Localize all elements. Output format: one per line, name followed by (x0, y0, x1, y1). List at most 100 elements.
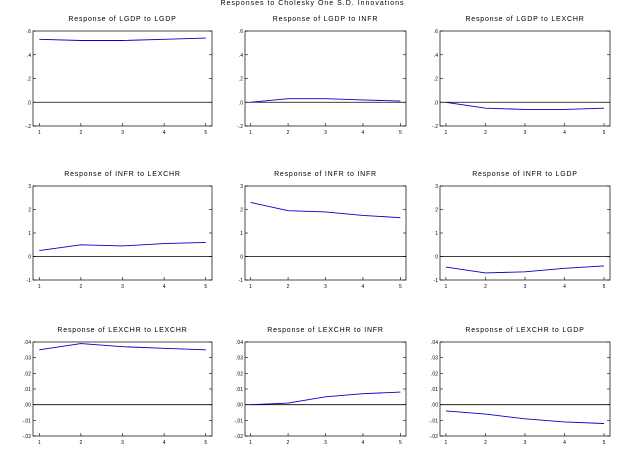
y-tick-label: -.02 (234, 434, 243, 440)
y-tick-label: .2 (27, 77, 31, 83)
panel-title: Response of LEXCHR to LGDP (465, 327, 584, 334)
y-tick-label: .02 (431, 371, 438, 377)
panel-4: Response of INFR to LEXCHR -1 0 1 2 3 1 2 3 4 5 (27, 171, 213, 290)
y-tick-label: .02 (236, 371, 243, 377)
y-tick-label: .4 (434, 53, 438, 59)
y-tick-label: 2 (240, 208, 243, 214)
panel-7: Response of LEXCHR to LEXCHR -.02 -.01 .00.… (22, 327, 213, 446)
x-tick-label: 5 (399, 284, 402, 290)
x-tick-label: 1 (38, 130, 41, 136)
y-tick-label: .01 (24, 387, 31, 393)
x-tick-label: 3 (524, 440, 527, 446)
x-tick-label: 4 (362, 130, 365, 136)
y-tick-label: 0 (435, 255, 438, 261)
series-line-1 (250, 98, 401, 103)
plot-frame (32, 341, 213, 437)
y-tick-label: .0 (434, 100, 438, 106)
y-tick-label: -.2 (432, 124, 438, 130)
panel-title: Response of LEXCHR to LEXCHR (57, 327, 187, 334)
y-tick-label: .0 (27, 100, 31, 106)
plot-frame (439, 341, 611, 437)
series-line-1 (250, 391, 401, 406)
x-tick-label: 5 (603, 440, 606, 446)
x-tick-label: 4 (163, 440, 166, 446)
y-tick-label: .04 (431, 340, 438, 346)
x-tick-label: 3 (121, 440, 124, 446)
y-tick-label: 0 (240, 255, 243, 261)
y-tick-label: .03 (24, 356, 31, 362)
y-tick-label: 3 (240, 184, 243, 190)
x-tick-label: 4 (563, 440, 566, 446)
x-tick-label: 4 (362, 284, 365, 290)
panel-title: Response of LGDP to INFR (273, 16, 378, 23)
x-tick-label: 4 (362, 440, 365, 446)
y-tick-label: .2 (239, 77, 243, 83)
y-tick-label: 3 (28, 184, 31, 190)
x-tick-label: 2 (287, 440, 290, 446)
x-tick-label: 5 (399, 440, 402, 446)
x-tick-label: 2 (79, 440, 82, 446)
y-tick-label: -1 (27, 278, 32, 284)
panel-9: Response of LEXCHR to LGDP -.02 -.01 .00 .01… (429, 327, 611, 446)
figure-title: Responses to Cholesky One S.D. Innovatio… (220, 0, 405, 7)
series-line-1 (445, 101, 605, 110)
x-tick-label: 2 (484, 284, 487, 290)
plot-frame (32, 30, 213, 127)
x-tick-label: 1 (445, 130, 448, 136)
y-tick-label: .00 (236, 403, 243, 409)
y-tick-label: .03 (431, 356, 438, 362)
y-tick-label: .01 (431, 387, 438, 393)
plot-frame (244, 185, 407, 281)
series-line-1 (39, 241, 206, 252)
x-tick-label: 1 (249, 440, 252, 446)
plot-frame (244, 341, 407, 437)
x-tick-label: 1 (445, 284, 448, 290)
y-tick-label: 0 (28, 255, 31, 261)
x-tick-label: 5 (204, 440, 207, 446)
x-tick-label: 2 (484, 440, 487, 446)
series-line-1 (39, 37, 206, 41)
plot-frame (439, 30, 611, 127)
y-tick-label: -.02 (22, 434, 31, 440)
series-line-1 (39, 343, 206, 351)
x-tick-label: 4 (563, 284, 566, 290)
x-tick-label: 2 (79, 284, 82, 290)
panel-8: Response of LEXCHR to INFR -.02 -.01 .00 .01… (234, 327, 407, 446)
x-tick-label: 3 (121, 130, 124, 136)
x-tick-label: 1 (445, 440, 448, 446)
panel-1: Response of LGDP to LGDP -.2 .0 .2 .4 .6 1 2 3 4 5 (25, 16, 213, 136)
x-tick-label: 3 (524, 284, 527, 290)
y-tick-label: 2 (28, 208, 31, 214)
plot-frame (439, 185, 611, 281)
x-tick-label: 2 (287, 130, 290, 136)
y-tick-label: .4 (27, 53, 31, 59)
panel-title: Response of INFR to INFR (274, 171, 377, 178)
y-tick-label: 3 (435, 184, 438, 190)
panel-title: Response of INFR to LGDP (472, 171, 578, 178)
y-tick-label: 1 (240, 231, 243, 237)
series-line-1 (445, 265, 605, 274)
x-tick-label: 5 (204, 130, 207, 136)
x-tick-label: 2 (484, 130, 487, 136)
y-tick-label: -.2 (25, 124, 31, 130)
panel-3: Response of LGDP to LEXCHR -.2 .0 .2 .4 .6 1 2 3… (432, 16, 611, 136)
series-line-1 (445, 410, 605, 424)
x-tick-label: 2 (287, 284, 290, 290)
y-tick-label: .03 (236, 356, 243, 362)
y-tick-label: .6 (434, 29, 438, 35)
series-line-1 (250, 201, 401, 219)
x-tick-label: 3 (324, 440, 327, 446)
x-tick-label: 3 (324, 130, 327, 136)
y-tick-label: .2 (434, 77, 438, 83)
y-tick-label: .01 (236, 387, 243, 393)
x-tick-label: 1 (249, 284, 252, 290)
panel-title: Response of LGDP to LGDP (68, 16, 176, 23)
y-tick-label: .6 (239, 29, 243, 35)
y-tick-label: 1 (28, 231, 31, 237)
panel-2: Response of LGDP to INFR -.2 .0 .2 .4 .6 1 2 3 4 5 (237, 16, 407, 136)
y-tick-label: 1 (435, 231, 438, 237)
y-tick-label: .04 (236, 340, 243, 346)
x-tick-label: 3 (324, 284, 327, 290)
x-tick-label: 5 (399, 130, 402, 136)
